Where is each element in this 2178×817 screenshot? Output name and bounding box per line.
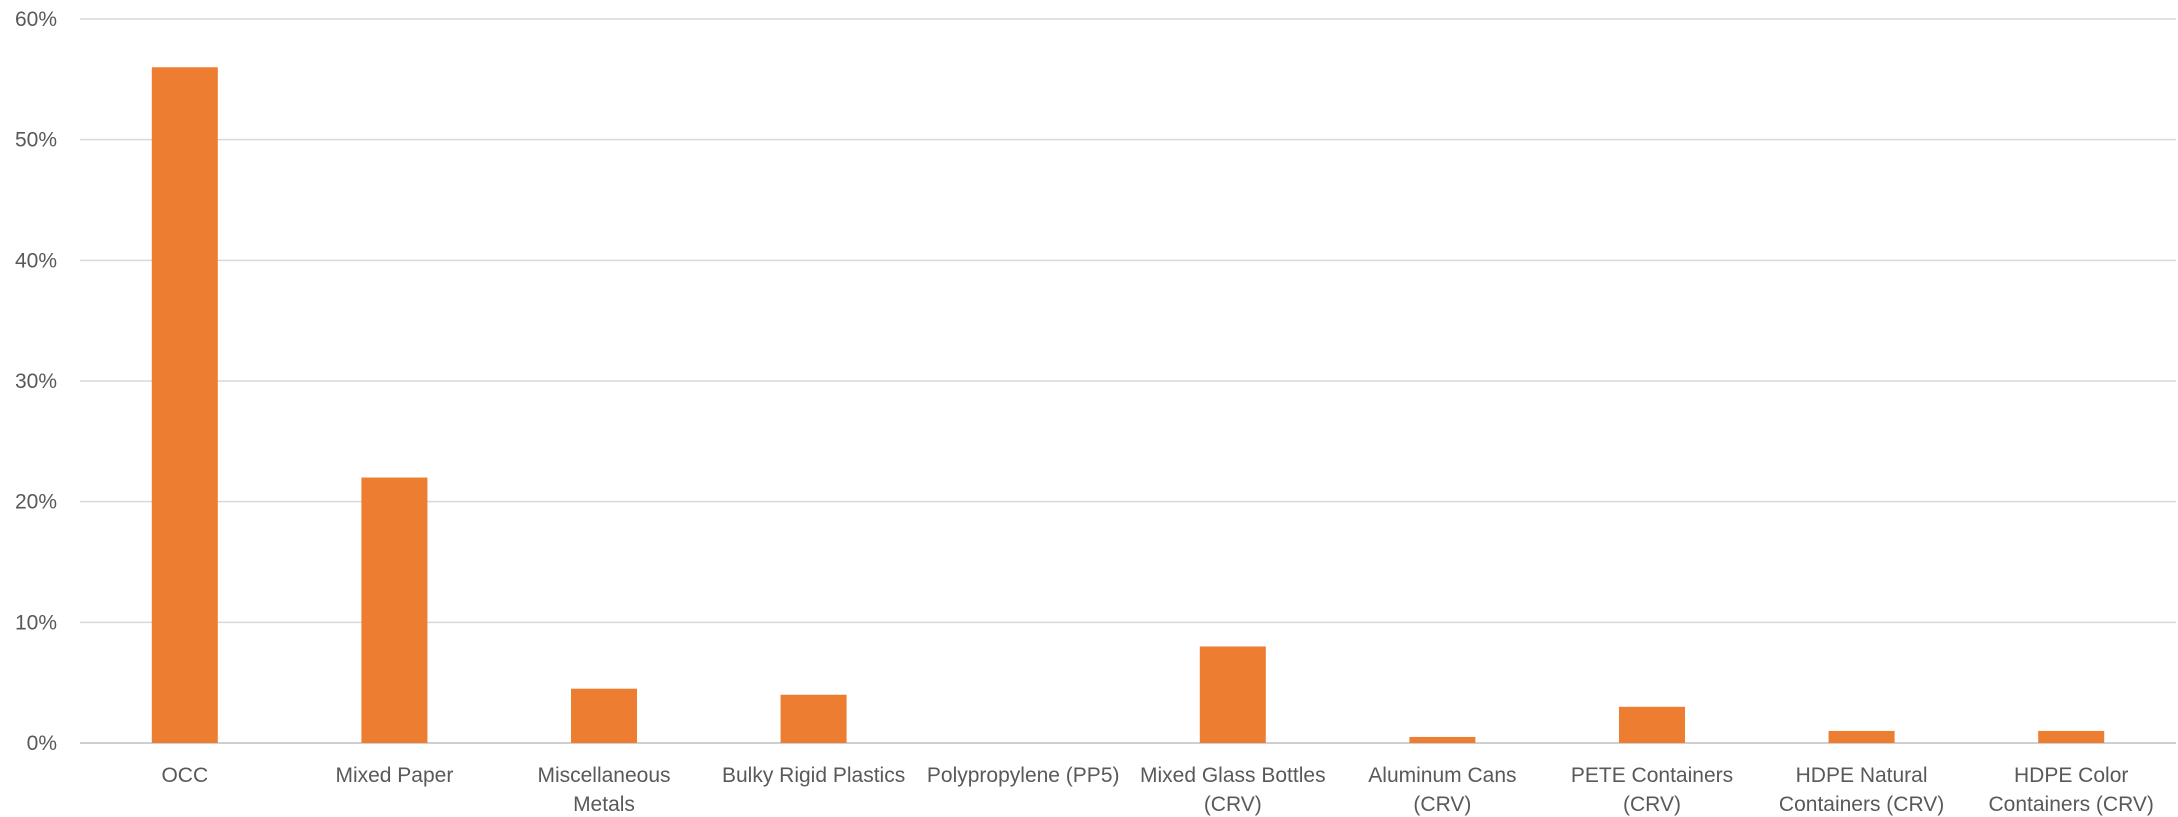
x-tick-label-line: Metals bbox=[573, 793, 635, 816]
x-tick-label-line: Polypropylene (PP5) bbox=[927, 764, 1120, 787]
x-tick-label: HDPE Natural Containers (CRV) bbox=[1779, 764, 1944, 816]
x-tick-label-line: HDPE Color bbox=[2014, 764, 2128, 787]
bar bbox=[571, 688, 637, 743]
x-axis-category-labels: OCC Mixed Paper Miscellaneous Metals Bulky R… bbox=[161, 764, 2153, 816]
bar bbox=[361, 477, 428, 743]
y-tick-label: 50% bbox=[15, 129, 57, 152]
bar bbox=[151, 67, 218, 744]
x-tick-label-line: Containers (CRV) bbox=[1779, 793, 1944, 816]
x-tick-label: Bulky Rigid Plastics bbox=[722, 764, 905, 787]
y-tick-label: 30% bbox=[15, 370, 57, 393]
bar bbox=[780, 694, 847, 743]
bar bbox=[2038, 730, 2105, 743]
bar bbox=[1828, 730, 1895, 743]
x-tick-label-line: Containers (CRV) bbox=[1989, 793, 2154, 816]
y-axis-tick-labels: 0% 10% 20% 30% 40% 50% 60% bbox=[15, 8, 57, 755]
bar bbox=[1409, 736, 1476, 743]
y-tick-label: 40% bbox=[15, 249, 57, 272]
x-tick-label: OCC bbox=[161, 764, 208, 787]
x-tick-label-line: Mixed Paper bbox=[335, 764, 453, 787]
gridlines bbox=[80, 18, 2176, 744]
x-tick-label-line: Bulky Rigid Plastics bbox=[722, 764, 905, 787]
x-tick-label-line: Mixed Glass Bottles bbox=[1140, 764, 1326, 787]
y-tick-label: 60% bbox=[15, 8, 57, 31]
x-tick-label: Mixed Glass Bottles (CRV) bbox=[1140, 764, 1326, 816]
y-tick-label: 20% bbox=[15, 491, 57, 514]
x-tick-label: Mixed Paper bbox=[335, 764, 453, 787]
x-tick-label: Miscellaneous Metals bbox=[537, 764, 670, 816]
x-tick-label-line: Miscellaneous bbox=[537, 764, 670, 787]
x-tick-label: HDPE Color Containers (CRV) bbox=[1989, 764, 2154, 816]
bar bbox=[1199, 646, 1266, 743]
x-tick-label-line: HDPE Natural bbox=[1796, 764, 1928, 787]
bar bbox=[1619, 706, 1685, 743]
x-tick-label-line: Aluminum Cans bbox=[1368, 764, 1516, 787]
x-tick-label-line: (CRV) bbox=[1204, 793, 1262, 816]
x-tick-label: Polypropylene (PP5) bbox=[927, 764, 1120, 787]
x-tick-label-line: PETE Containers bbox=[1571, 764, 1733, 787]
y-tick-label: 0% bbox=[27, 732, 57, 755]
bars bbox=[151, 67, 2105, 744]
x-tick-label-line: OCC bbox=[161, 764, 208, 787]
x-tick-label-line: (CRV) bbox=[1623, 793, 1681, 816]
x-tick-label: PETE Containers (CRV) bbox=[1571, 764, 1733, 816]
x-tick-label: Aluminum Cans (CRV) bbox=[1368, 764, 1516, 816]
y-tick-label: 10% bbox=[15, 611, 57, 634]
x-tick-label-line: (CRV) bbox=[1413, 793, 1471, 816]
